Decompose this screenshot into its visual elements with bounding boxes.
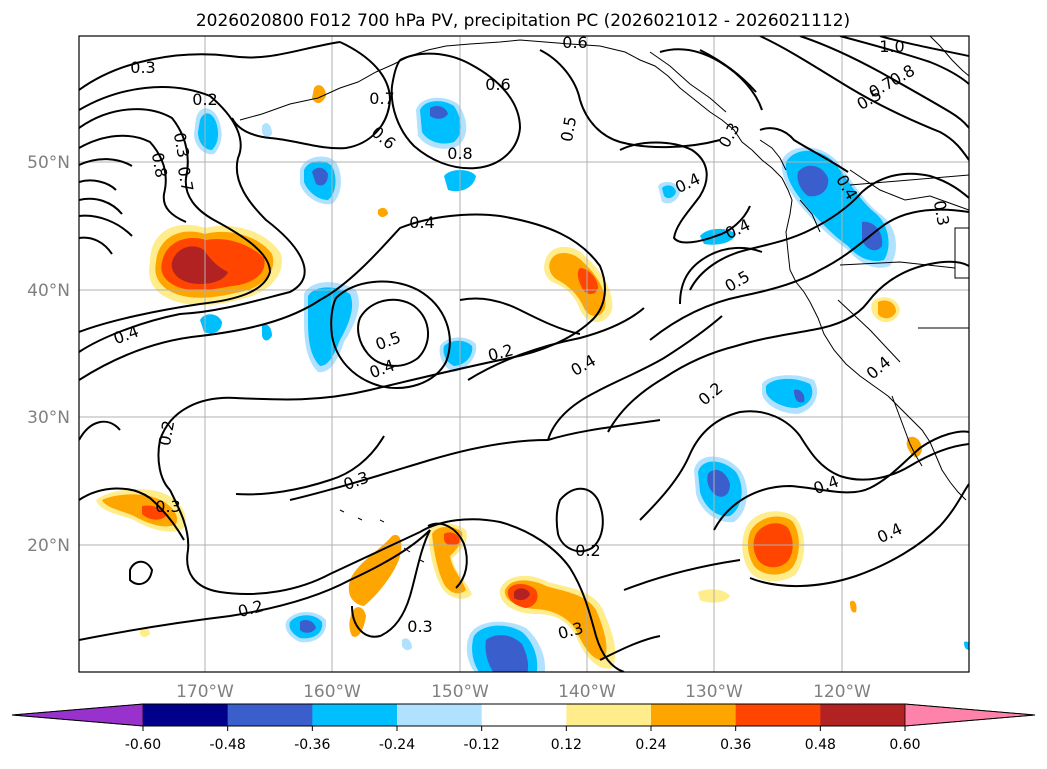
contour-label: 0.5 xyxy=(557,115,580,143)
contour-label: 0.8 xyxy=(148,151,171,179)
contour-label: 0.3 xyxy=(155,497,180,516)
colorbar-segment xyxy=(566,704,652,726)
precip-positive-area xyxy=(878,300,896,319)
lat-tick-label: 20°N xyxy=(27,536,70,556)
colorbar-tick-label: -0.60 xyxy=(125,737,161,753)
precip-negative-area xyxy=(430,106,448,119)
lon-tick-label: 120°W xyxy=(813,682,871,702)
precip-negative-area xyxy=(662,185,676,199)
pv-contours xyxy=(79,36,969,672)
contour-label: 0.3 xyxy=(170,131,193,159)
lat-tick-label: 30°N xyxy=(27,408,70,428)
map-area: 0.3 0.2 0.3 0.8 0.7 0.7 0.6 0.6 0.8 0.5 … xyxy=(79,33,969,672)
lon-tick-label: 140°W xyxy=(558,682,616,702)
colorbar-segment xyxy=(312,704,398,726)
precip-negative-area xyxy=(300,620,316,633)
precip-positive-area xyxy=(906,436,922,458)
colorbar-extension-max xyxy=(904,703,1036,727)
contour-label: 0.6 xyxy=(485,75,510,94)
precip-negative-area xyxy=(262,324,272,341)
longitude-labels: 170°W 160°W 150°W 140°W 130°W 120°W xyxy=(176,682,871,702)
precip-negative-area xyxy=(964,641,969,650)
latitude-labels: 50°N 40°N 30°N 20°N xyxy=(27,153,70,556)
precip-negative-area xyxy=(862,221,883,251)
lon-tick-label: 150°W xyxy=(431,682,489,702)
lat-tick-label: 50°N xyxy=(27,153,70,173)
colorbar-tick-label: -0.24 xyxy=(379,737,415,753)
precip-negative-area xyxy=(797,165,829,197)
lat-tick-label: 40°N xyxy=(27,281,70,301)
contour-label: 0.4 xyxy=(409,213,434,232)
precip-negative-area xyxy=(707,469,730,497)
contour-label: 0.2 xyxy=(192,90,217,109)
colorbar-tick-label: -0.12 xyxy=(464,737,500,753)
precip-negative-area xyxy=(700,228,736,245)
contour-label: 0.3 xyxy=(930,199,953,227)
colorbar: -0.60 -0.48 -0.36 -0.24 -0.12 0.12 0.24 0.36 0.4… xyxy=(11,703,1036,753)
precip-positive-area xyxy=(140,627,150,637)
precip-positive-area xyxy=(549,253,606,317)
colorbar-tick-label: -0.36 xyxy=(294,737,330,753)
colorbar-tick-label: 0.24 xyxy=(635,737,666,753)
precip-positive-area xyxy=(444,532,460,546)
contour-label: 0.7 xyxy=(174,165,197,193)
map-frame xyxy=(78,35,970,673)
precip-negative-area xyxy=(794,389,805,403)
colorbar-extension-min xyxy=(11,703,144,727)
contour-label: 0.2 xyxy=(575,541,600,560)
map-title: 2026020800 F012 700 hPa PV, precipitatio… xyxy=(196,11,850,31)
precip-negative-area xyxy=(402,638,412,651)
precip-positive-area xyxy=(577,268,598,294)
precip-shading xyxy=(96,85,969,672)
precip-negative-area xyxy=(443,340,473,366)
lon-tick-label: 160°W xyxy=(303,682,361,702)
contour-label: 0.7 xyxy=(369,89,394,108)
colorbar-tick-label: 0.48 xyxy=(805,737,836,753)
colorbar-tick-label: -0.48 xyxy=(210,737,246,753)
colorbar-tick-label: 0.12 xyxy=(551,737,582,753)
colorbar-segment xyxy=(481,704,567,726)
precip-positive-area xyxy=(514,588,530,601)
colorbar-tick-label: 0.60 xyxy=(889,737,920,753)
colorbar-segment xyxy=(735,704,821,726)
precip-negative-area xyxy=(198,113,219,150)
contour-label: 1.0 xyxy=(879,37,904,56)
colorbar-segment xyxy=(397,704,483,726)
precip-positive-area xyxy=(850,600,857,613)
lon-tick-label: 130°W xyxy=(685,682,743,702)
colorbar-segment xyxy=(820,704,906,726)
colorbar-segment xyxy=(651,704,737,726)
precip-positive-area xyxy=(378,207,388,217)
contour-label: 0.2 xyxy=(155,419,178,447)
contour-label: 0.8 xyxy=(447,144,472,163)
colorbar-segment xyxy=(227,704,313,726)
contour-label: 0.6 xyxy=(562,33,587,52)
precip-negative-area xyxy=(312,167,328,186)
colorbar-tick-label: 0.36 xyxy=(720,737,751,753)
contour-label: 0.3 xyxy=(407,617,432,636)
precip-negative-area xyxy=(308,287,353,366)
precip-negative-area xyxy=(262,123,272,138)
precip-positive-area xyxy=(171,246,228,284)
lon-tick-label: 170°W xyxy=(176,682,234,702)
precip-positive-area xyxy=(348,534,402,606)
contour-label: 0.3 xyxy=(130,58,155,77)
precip-negative-area xyxy=(485,635,529,672)
colorbar-segment xyxy=(143,704,229,726)
